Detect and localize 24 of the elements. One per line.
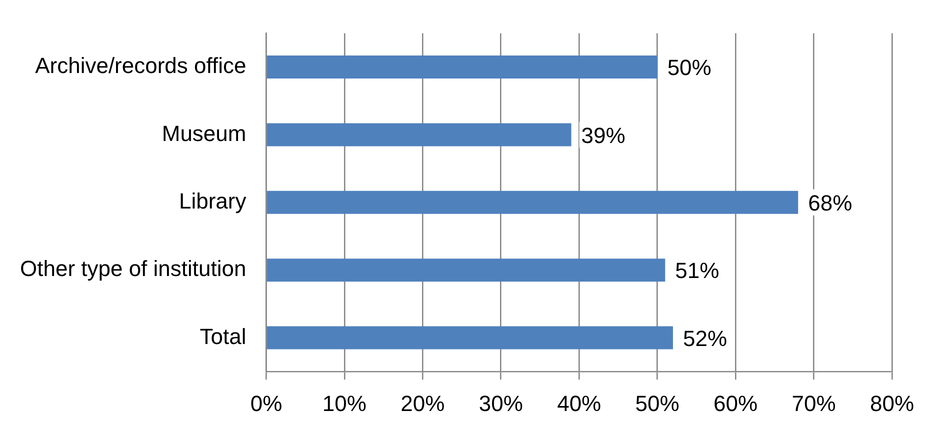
x-tick-label: 80%	[870, 390, 914, 416]
bar	[266, 326, 673, 350]
data-label: 51%	[675, 258, 720, 284]
x-tick-label: 60%	[714, 390, 758, 416]
data-label: 68%	[808, 190, 852, 216]
bar	[266, 56, 658, 79]
y-tick-label: Museum	[162, 120, 246, 146]
y-tick-label: Archive/records office	[35, 53, 246, 78]
x-tick-label: 40%	[557, 390, 602, 416]
bar	[266, 190, 798, 214]
y-tick-label: Total	[200, 324, 246, 349]
data-label: 50%	[667, 55, 712, 80]
x-tick-label: 20%	[400, 390, 445, 416]
x-tick-label: 0%	[250, 390, 282, 416]
x-tick-label: 30%	[478, 390, 523, 416]
x-tick-label: 50%	[635, 390, 680, 416]
x-tick-label: 10%	[322, 390, 366, 416]
bar	[266, 123, 572, 146]
data-label: 52%	[682, 326, 728, 351]
y-tick-label: Other type of institution	[20, 256, 246, 282]
data-label: 39%	[581, 122, 626, 148]
bar	[266, 258, 666, 282]
x-tick-label: 70%	[792, 390, 836, 416]
y-tick-label: Library	[178, 188, 246, 214]
